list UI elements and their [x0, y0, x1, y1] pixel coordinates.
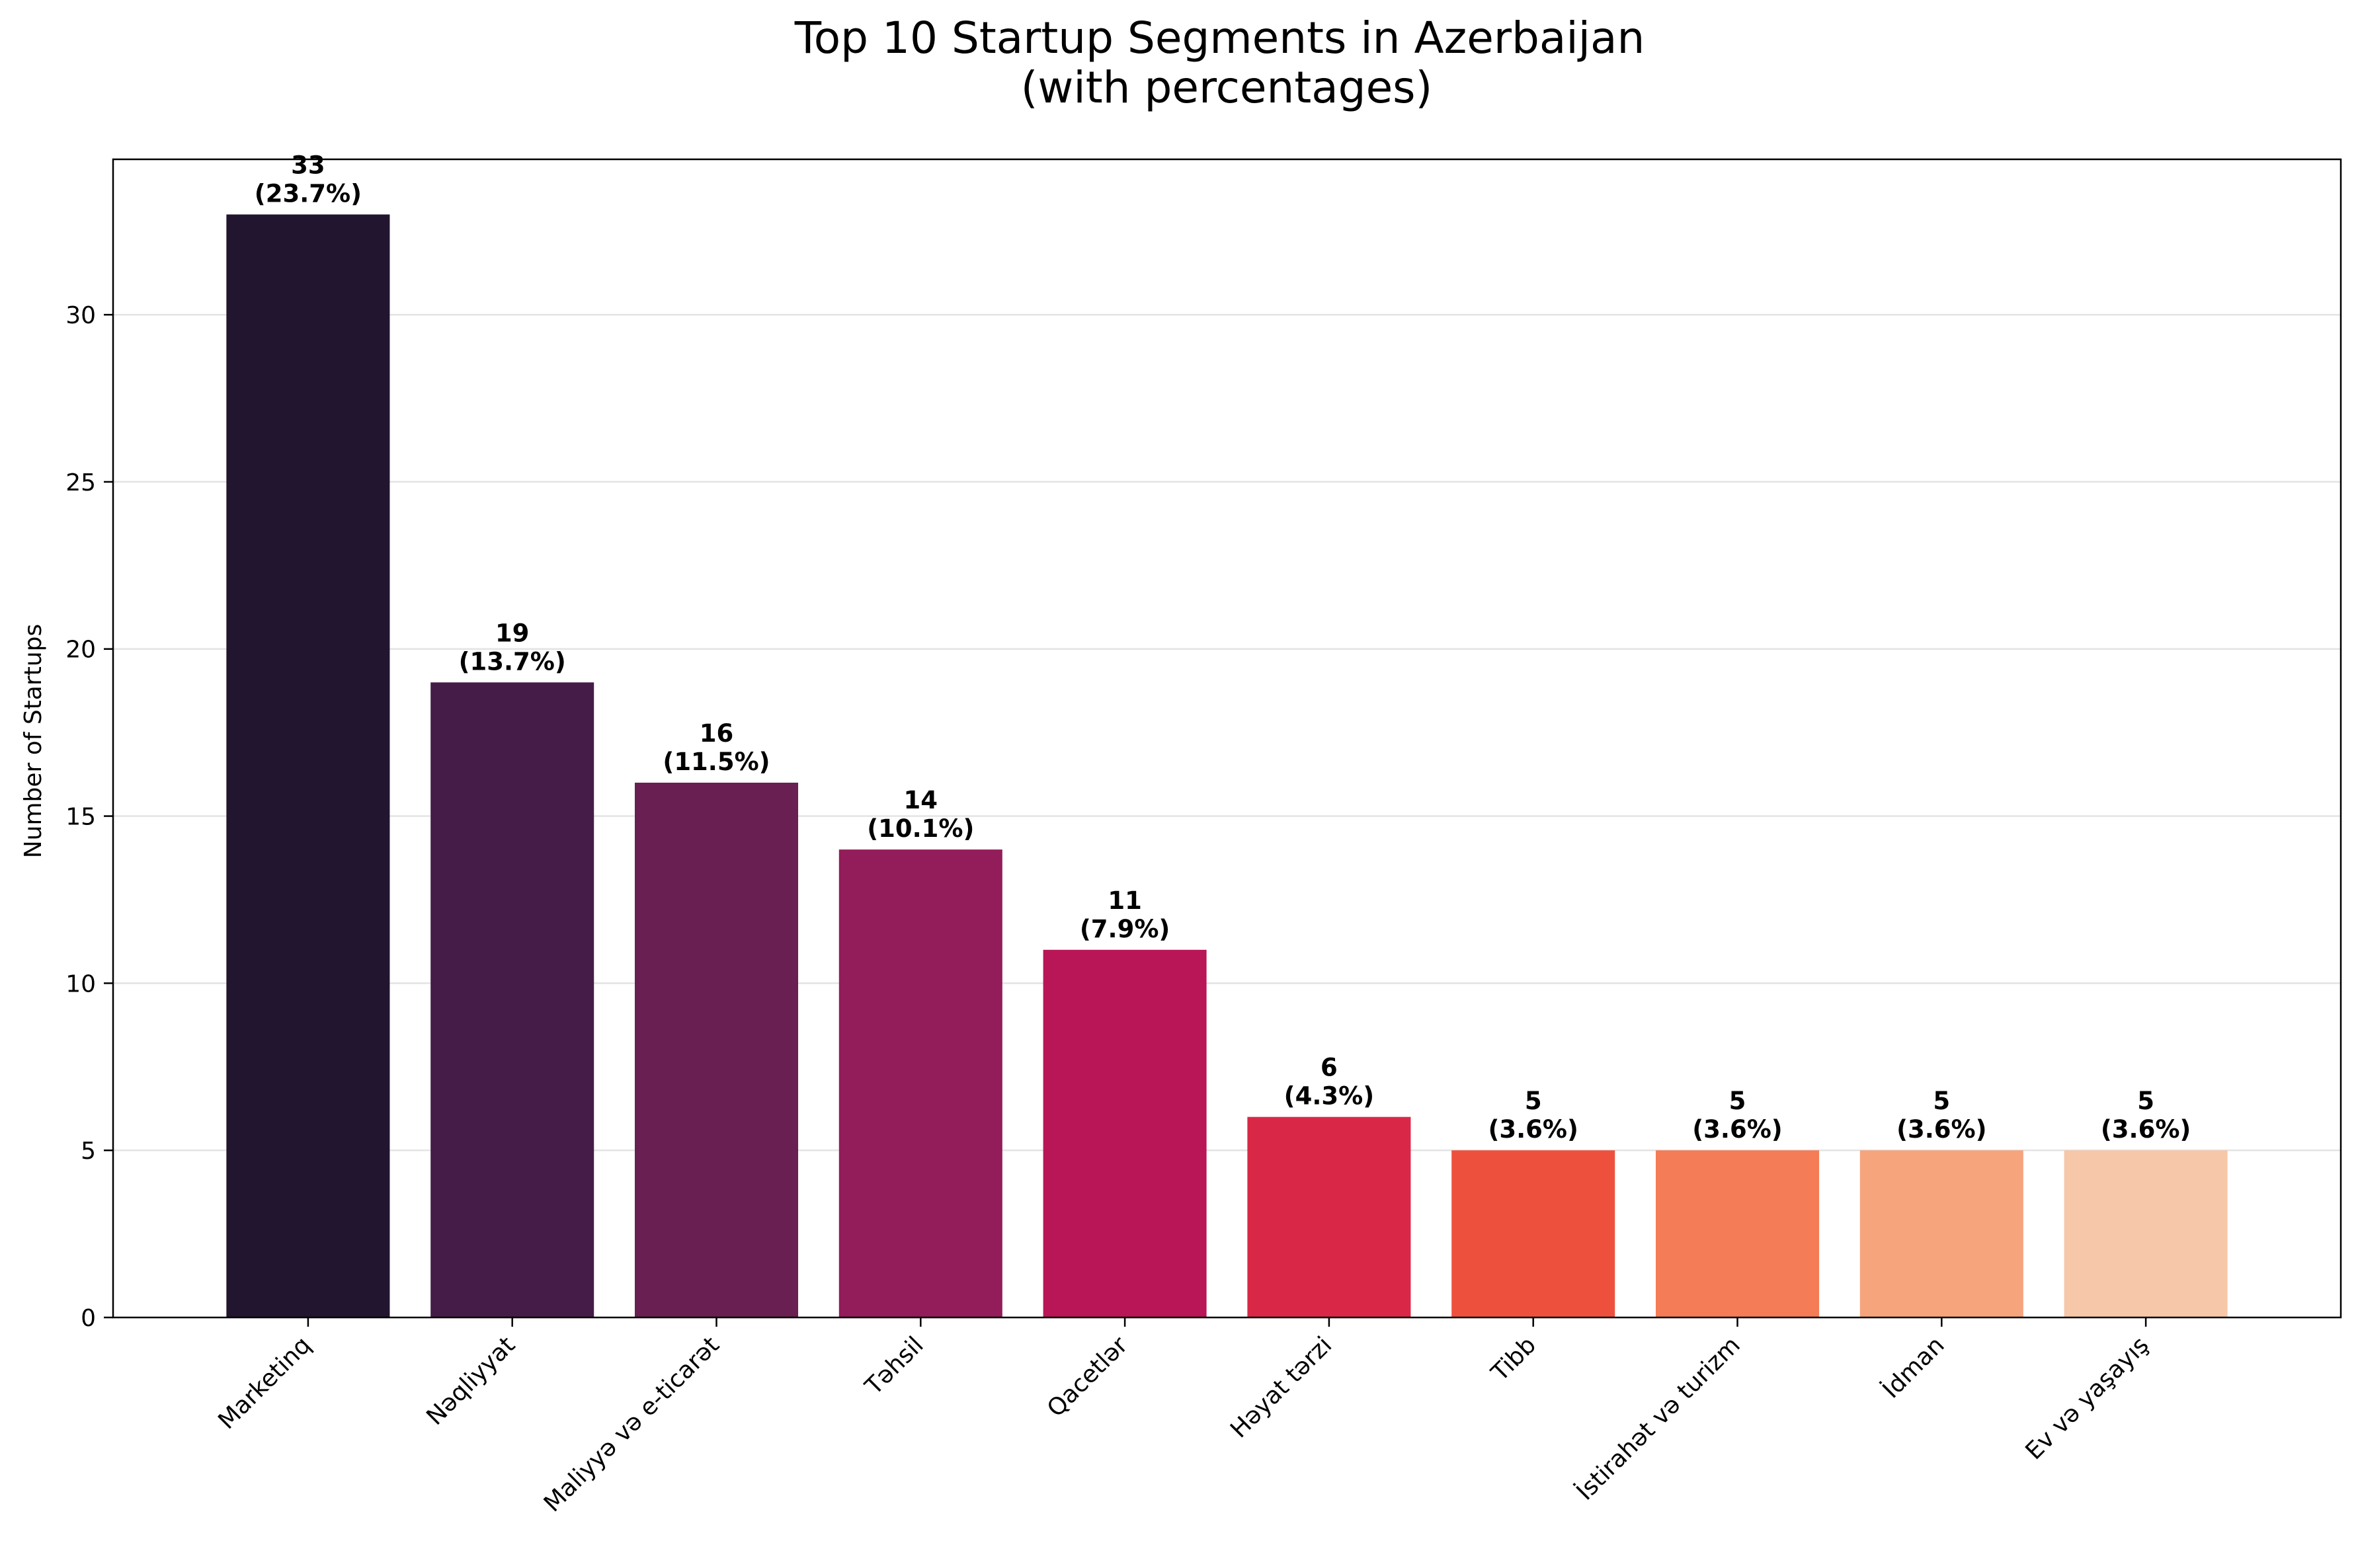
bar — [1655, 1150, 1820, 1317]
bar — [1043, 949, 1207, 1317]
bar-percentage-label: (3.6%) — [1488, 1115, 1578, 1144]
bar-percentage-label: (23.7%) — [255, 179, 362, 208]
bars — [226, 214, 2228, 1317]
bar-count-label: 11 — [1108, 886, 1142, 915]
chart-title-line-1: Top 10 Startup Segments in Azerbaijan — [794, 13, 1645, 63]
bar-count-label: 5 — [1729, 1087, 1746, 1115]
bar-percentage-label: (7.9%) — [1080, 915, 1170, 943]
y-tick-label: 0 — [81, 1305, 96, 1332]
bar-count-label: 16 — [700, 719, 734, 748]
bar-value-label: 5 (3.6%) — [1692, 1087, 1782, 1144]
plot-frame — [112, 158, 2342, 1319]
bar — [2064, 1150, 2228, 1317]
bar-value-label: 5 (3.6%) — [2101, 1087, 2191, 1144]
bar-percentage-label: (4.3%) — [1284, 1082, 1374, 1111]
bar-count-label: 5 — [1933, 1087, 1950, 1115]
y-tick-label: 15 — [65, 804, 96, 831]
bar-value-label: 6 (4.3%) — [1284, 1054, 1374, 1111]
bar-value-labels: 33 (23.7%) 19 (13.7%) 16 (11.5%) 14 (10.1%) 11 (7… — [255, 151, 2191, 1144]
bar-count-label: 5 — [1525, 1087, 1542, 1115]
y-axis-ticks: 0 5 10 15 20 25 30 — [65, 302, 113, 1332]
bar — [226, 214, 390, 1317]
bar — [430, 682, 594, 1317]
bar — [838, 849, 1002, 1317]
bar-count-label: 19 — [495, 619, 530, 647]
chart-title: Top 10 Startup Segments in Azerbaijan (w… — [794, 13, 1659, 113]
bar-value-label: 33 (23.7%) — [255, 151, 362, 208]
y-axis-label: Number of Startups — [20, 624, 47, 859]
bar — [1247, 1117, 1411, 1317]
bar — [1451, 1150, 1615, 1317]
bar — [1859, 1150, 2023, 1317]
bar-value-label: 16 (11.5%) — [663, 719, 770, 776]
bar-value-label: 5 (3.6%) — [1896, 1087, 1986, 1144]
bar-percentage-label: (3.6%) — [2101, 1115, 2191, 1144]
bar-percentage-label: (3.6%) — [1692, 1115, 1782, 1144]
y-tick-label: 20 — [65, 637, 96, 664]
bar-value-label: 19 (13.7%) — [459, 619, 566, 676]
bar-count-label: 14 — [904, 786, 938, 814]
bar-percentage-label: (11.5%) — [663, 748, 770, 776]
bar — [634, 782, 799, 1317]
y-tick-label: 10 — [65, 970, 96, 998]
chart-title-line-2: (with percentages) — [1021, 62, 1433, 113]
bar-value-label: 11 (7.9%) — [1080, 886, 1170, 943]
bar-percentage-label: (13.7%) — [459, 647, 566, 676]
bar-count-label: 6 — [1321, 1054, 1338, 1082]
bar-value-label: 14 (10.1%) — [867, 786, 974, 843]
bar-percentage-label: (10.1%) — [867, 814, 974, 843]
bar-count-label: 5 — [2137, 1087, 2154, 1115]
y-tick-label: 5 — [81, 1138, 96, 1165]
bar-count-label: 33 — [291, 151, 325, 179]
y-tick-label: 30 — [65, 302, 96, 329]
bar-value-label: 5 (3.6%) — [1488, 1087, 1578, 1144]
y-tick-label: 25 — [65, 469, 96, 496]
bar-percentage-label: (3.6%) — [1896, 1115, 1986, 1144]
